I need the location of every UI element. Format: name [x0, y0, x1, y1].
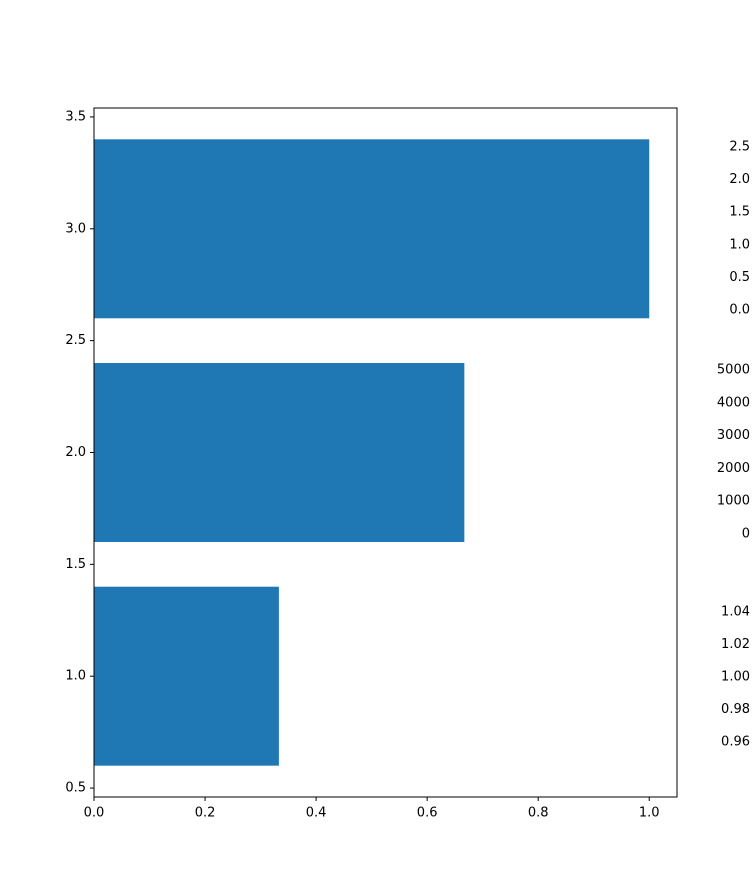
y-tick-label: 0.5: [729, 270, 750, 285]
y-tick-label: 0: [742, 526, 750, 541]
y-tick-label: 1.5: [729, 205, 750, 220]
y-tick-label: 3.5: [65, 109, 86, 124]
bar: [94, 139, 650, 319]
x-tick-label: 0.6: [417, 806, 438, 821]
y-tick-label: 4000: [717, 395, 750, 410]
y-tick-label: 0.98: [721, 702, 750, 717]
bar: [94, 586, 279, 766]
y-tick-label: 0.0: [729, 303, 750, 318]
y-tick-label: 0.96: [721, 735, 750, 750]
y-tick-label: 2.0: [65, 445, 86, 460]
y-tick-label: 1.5: [65, 557, 86, 572]
y-tick-label: 2.0: [729, 172, 750, 187]
y-tick-label: 3000: [717, 428, 750, 443]
y-tick-label: 1.04: [721, 605, 750, 620]
y-tick-label: 1.02: [721, 637, 750, 652]
y-tick-label: 1.0: [729, 237, 750, 252]
x-tick-label: 0.2: [195, 806, 216, 821]
y-tick-label: 3.0: [65, 221, 86, 236]
y-tick-label: 1000: [717, 494, 750, 509]
y-tick-label: 5000: [717, 362, 750, 377]
y-tick-label: 2.5: [65, 333, 86, 348]
y-tick-label: 1.00: [721, 670, 750, 685]
x-tick-label: 1.0: [639, 806, 660, 821]
x-tick-label: 0.4: [306, 806, 327, 821]
y-tick-label: 2.5: [729, 139, 750, 154]
x-tick-label: 0.8: [528, 806, 549, 821]
y-tick-label: 2000: [717, 461, 750, 476]
y-tick-label: 1.0: [65, 669, 86, 684]
x-tick-label: 0.0: [84, 806, 105, 821]
y-tick-label: 0.5: [65, 781, 86, 796]
bar: [94, 363, 465, 542]
